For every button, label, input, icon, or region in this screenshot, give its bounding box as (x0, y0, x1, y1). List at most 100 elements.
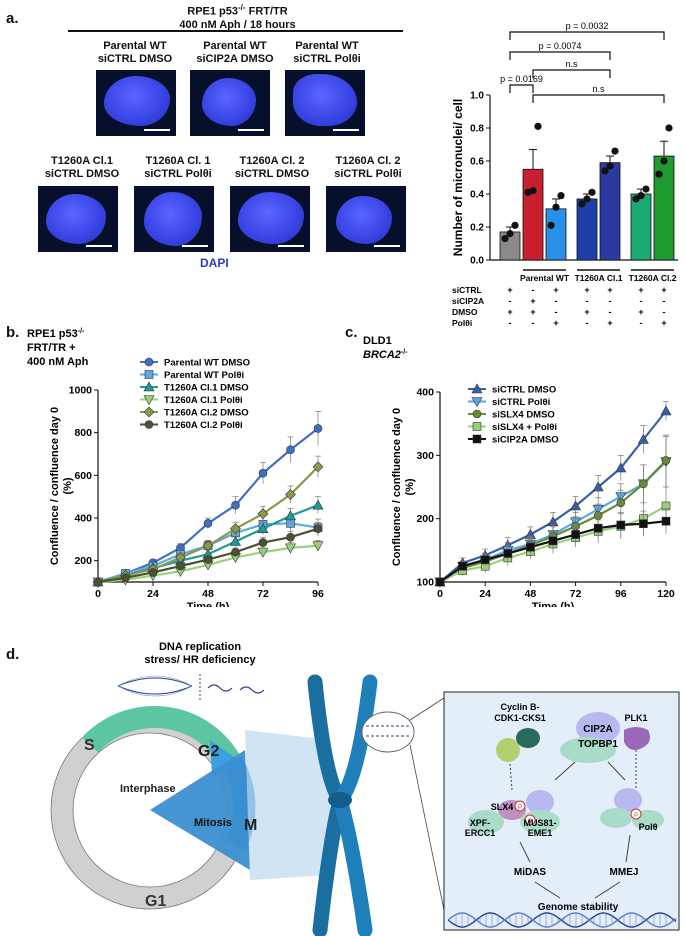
condition-name: siCIP2A (452, 296, 484, 306)
data-point (501, 234, 509, 243)
condition-mark: - (532, 318, 535, 328)
data-point (258, 468, 268, 478)
y-axis-label-line1: Confluence / confluence day 0 (49, 407, 61, 565)
y-tick-label: 0.2 (470, 223, 484, 234)
micrograph-5 (134, 186, 214, 252)
y-tick-label: 400 (416, 387, 434, 399)
y-tick-label: 300 (416, 450, 434, 462)
significance-bracket (509, 84, 534, 93)
group-label: Parental WT (520, 273, 570, 283)
y-tick-label: 1000 (69, 385, 93, 397)
line-chart-c: DLD1 BRCA2-/- 0 24 48 72 96 120 100 200 300 400 Time… (363, 335, 675, 607)
condition-mark: + (553, 285, 558, 295)
condition-mark: - (586, 296, 589, 306)
micrograph-1 (96, 70, 176, 136)
data-point (121, 573, 130, 583)
data-point (592, 481, 604, 492)
data-point (286, 532, 295, 542)
sup: -/- (78, 328, 85, 335)
condition-mark: + (507, 285, 512, 295)
mus81-label-2: EME1 (528, 828, 553, 838)
legend-label: siCTRL Polθi (492, 397, 550, 408)
legend-marker (472, 409, 482, 419)
data-point (616, 498, 626, 508)
mus81-label-1: MUS81- (523, 818, 556, 828)
data-point (231, 500, 240, 510)
data-point (93, 577, 103, 587)
legend-marker (472, 434, 482, 444)
data-point (615, 462, 627, 473)
y-axis-label-line1: Confluence / confluence day 0 (391, 408, 403, 566)
bar (522, 168, 544, 261)
panel-b-label-line2: FRT/TR + (27, 342, 76, 354)
condition-mark: + (530, 307, 535, 317)
y-tick-label: 0.0 (470, 256, 484, 267)
x-axis-label: Time (h) (532, 601, 575, 607)
y-tick-label: 600 (74, 470, 92, 482)
panel-d-letter: d. (6, 646, 20, 663)
micrograph-3 (285, 70, 365, 136)
data-point (655, 170, 663, 178)
arrow-5 (534, 881, 561, 899)
condition-mark: + (507, 307, 512, 317)
legend-marker (471, 383, 483, 394)
data-point (639, 479, 648, 489)
topbp1-label: TOPBP1 (578, 739, 618, 750)
phospho-1: P (518, 805, 522, 811)
y-axis-label-line2: (%) (62, 477, 74, 494)
data-point (286, 445, 295, 455)
data-point (176, 561, 185, 571)
stress-header-2: stress/ HR deficiency (144, 654, 256, 666)
title-underline (68, 30, 403, 32)
data-point (583, 195, 591, 203)
condition-mark: + (553, 318, 558, 328)
data-point (665, 124, 673, 132)
legend-marker (144, 370, 154, 379)
dna-helix-icon (447, 912, 677, 928)
mmej-label: MMEJ (610, 867, 639, 878)
arrow-6 (594, 881, 621, 899)
dapi-label: DAPI (200, 256, 229, 270)
data-point (257, 547, 269, 558)
data-point (202, 540, 214, 552)
micrograph-6 (230, 186, 310, 252)
title-suffix: FRT/TR (245, 5, 288, 18)
data-point (661, 516, 671, 526)
condition-mark: - (640, 318, 643, 328)
legend-marker (471, 397, 483, 408)
image-label-5: T1260A Cl. 1 siCTRL Polθi (144, 155, 212, 180)
x-tick-label: 96 (312, 588, 324, 600)
data-point (148, 568, 158, 577)
arrow-4 (625, 834, 631, 863)
panel-c-cell-label: DLD1 (363, 335, 392, 347)
x-tick-label: 0 (437, 588, 443, 600)
x-tick-label: 48 (525, 588, 537, 600)
cycle-arrow-icon (210, 740, 238, 775)
image-label-4: T1260A Cl.1 siCTRL DMSO (44, 155, 120, 180)
mitosis-wedge (150, 750, 250, 870)
legend-marker (143, 381, 155, 392)
data-point (557, 192, 565, 200)
data-point (284, 543, 297, 554)
x-tick-label: 48 (202, 588, 214, 600)
micrograph-7 (326, 186, 406, 252)
slx4-label: SLX4 (491, 802, 514, 812)
data-point (593, 523, 603, 533)
x-tick-label: 24 (479, 588, 491, 600)
condition-mark: - (640, 296, 643, 306)
condition-mark: + (661, 318, 666, 328)
y-tick-label: 1.0 (470, 91, 484, 102)
pol-theta-complex-icon (600, 788, 664, 830)
data-point (458, 561, 467, 571)
micrograph-4 (38, 186, 118, 252)
data-point (637, 192, 645, 200)
arrow-1 (554, 761, 576, 781)
bar (576, 198, 598, 261)
p-value-label: n.s (592, 84, 605, 94)
x-tick-label: 0 (95, 588, 101, 600)
data-point (203, 555, 213, 564)
data-point (257, 523, 269, 533)
significance-bracket (509, 51, 611, 60)
condition-mark: + (638, 285, 643, 295)
x-tick-label: 72 (570, 588, 582, 600)
